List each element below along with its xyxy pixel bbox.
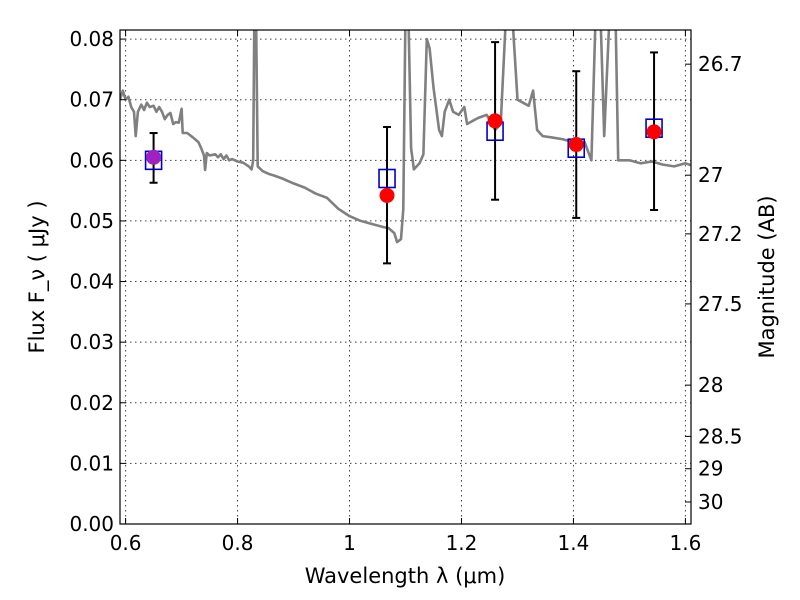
y-tick-label: 0.01 bbox=[69, 451, 114, 475]
magnitude-tick-label: 28.5 bbox=[698, 424, 743, 448]
magnitude-tick-label: 28 bbox=[698, 373, 723, 397]
y-axis-label: Flux F_ν ( μJy ) bbox=[25, 200, 50, 353]
magnitude-tick-labels: 26.7 27 27.2 27.5 28 28.5 29 30 bbox=[698, 52, 743, 514]
spectrum-line bbox=[120, 30, 691, 244]
magnitude-tick-label: 27 bbox=[698, 163, 723, 187]
y-tick-label: 0.03 bbox=[69, 330, 114, 354]
magnitude-tick-label: 30 bbox=[698, 490, 723, 514]
magnitude-tick-label: 26.7 bbox=[698, 52, 743, 76]
observed-flux-markers bbox=[146, 113, 662, 203]
plot-frame bbox=[119, 29, 692, 525]
observed-flux-point bbox=[379, 187, 395, 203]
magnitude-tick-label: 27.2 bbox=[698, 222, 743, 246]
x-axis-label: Wavelength λ (μm) bbox=[305, 564, 506, 588]
right-axis-label: Magnitude (AB) bbox=[755, 195, 779, 358]
x-tick-label: 0.8 bbox=[222, 531, 254, 555]
y-tick-label: 0.02 bbox=[69, 391, 114, 415]
y-tick-label: 0.06 bbox=[69, 148, 114, 172]
x-tick-label: 1.2 bbox=[446, 531, 478, 555]
y-tick-label: 0.08 bbox=[69, 27, 114, 51]
x-tick-label: 1.4 bbox=[558, 531, 590, 555]
observed-flux-point bbox=[487, 113, 503, 129]
spectrum-layer bbox=[120, 30, 691, 244]
model-flux-square bbox=[378, 168, 396, 189]
y-tick-label: 0.05 bbox=[69, 209, 114, 233]
observed-flux-point bbox=[146, 149, 162, 165]
observed-flux-point bbox=[568, 137, 584, 153]
axis-ticks bbox=[120, 30, 691, 525]
x-tick-labels: 0.6 0.8 1 1.2 1.4 1.6 bbox=[110, 531, 702, 555]
x-tick-label: 1.6 bbox=[669, 531, 701, 555]
x-tick-label: 0.6 bbox=[110, 531, 142, 555]
x-tick-label: 1 bbox=[343, 531, 356, 555]
observed-flux-point bbox=[646, 124, 662, 140]
y-tick-label: 0.00 bbox=[69, 512, 114, 536]
y-tick-label: 0.07 bbox=[69, 88, 114, 112]
magnitude-tick-label: 29 bbox=[698, 457, 723, 481]
y-tick-labels: 0.00 0.01 0.02 0.03 0.04 0.05 0.06 0.07 0.08 bbox=[69, 27, 114, 536]
magnitude-tick-label: 27.5 bbox=[698, 292, 743, 316]
y-tick-label: 0.04 bbox=[69, 270, 114, 294]
